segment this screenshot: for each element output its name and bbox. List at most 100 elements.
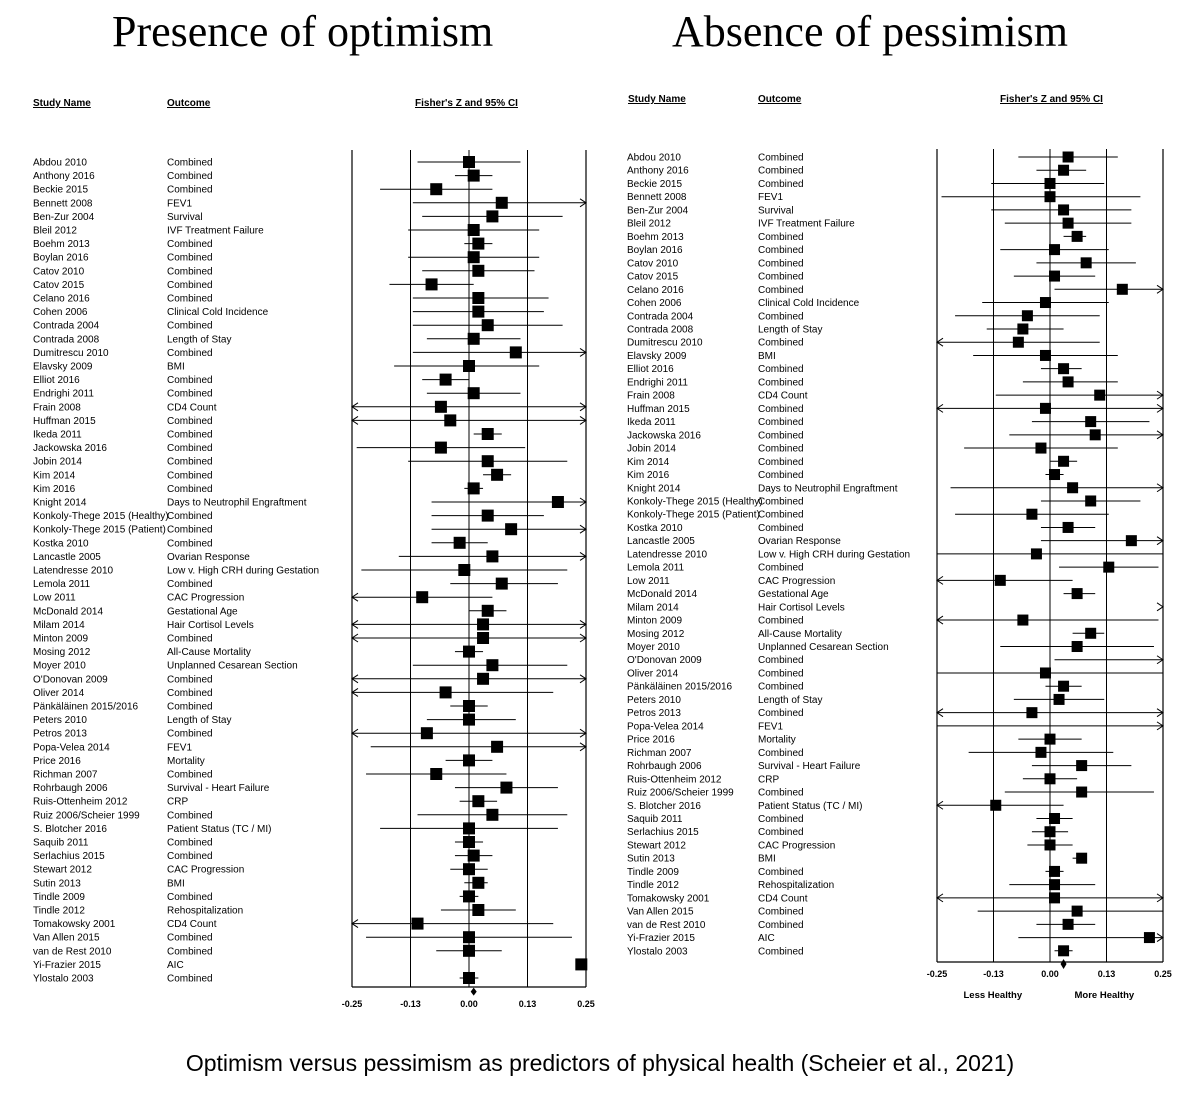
pessimism-study-name: S. Blotcher 2016 xyxy=(627,801,701,812)
pessimism-study-name: Ylostalo 2003 xyxy=(627,946,688,957)
pessimism-study-name: O'Donovan 2009 xyxy=(627,655,702,666)
optimism-study-outcome: Mortality xyxy=(167,756,205,767)
optimism-effect-marker xyxy=(472,292,485,304)
pessimism-effect-marker xyxy=(1076,760,1088,772)
optimism-study-name: Contrada 2004 xyxy=(33,321,100,332)
optimism-effect-marker xyxy=(444,414,457,427)
optimism-study-name: Rohrbaugh 2006 xyxy=(33,783,108,794)
optimism-effect-marker xyxy=(495,577,508,590)
pessimism-study-outcome: Combined xyxy=(758,258,804,269)
optimism-study-name: Low 2011 xyxy=(33,593,76,604)
optimism-ci-arrow-left xyxy=(351,402,359,412)
pessimism-ci-arrow-right xyxy=(1156,403,1164,413)
optimism-study-outcome: Combined xyxy=(167,294,213,305)
optimism-study-outcome: BMI xyxy=(167,362,185,373)
pessimism-effect-marker xyxy=(1021,310,1033,322)
pessimism-study-name: Boehm 2013 xyxy=(627,232,684,243)
pessimism-effect-marker xyxy=(1062,376,1074,388)
optimism-ci-arrow-right xyxy=(579,742,587,752)
optimism-study-name: Konkoly-Thege 2015 (Patient) xyxy=(33,525,166,536)
pessimism-study-outcome: BMI xyxy=(758,854,776,865)
pessimism-effect-marker xyxy=(1076,786,1088,798)
optimism-study-name: Cohen 2006 xyxy=(33,307,88,318)
optimism-study-outcome: BMI xyxy=(167,878,185,889)
optimism-study-name: Latendresse 2010 xyxy=(33,566,114,577)
pessimism-study-outcome: Combined xyxy=(758,814,804,825)
optimism-effect-marker xyxy=(481,428,494,440)
pessimism-effect-marker xyxy=(1044,733,1056,745)
optimism-ci-arrow-left xyxy=(351,728,359,738)
optimism-study-name: Pänkäläinen 2015/2016 xyxy=(33,702,139,713)
optimism-ci-arrow-left xyxy=(351,592,359,602)
pessimism-study-outcome: Combined xyxy=(758,338,804,349)
pessimism-study-name: Saquib 2011 xyxy=(627,814,683,825)
pessimism-effect-marker xyxy=(1039,349,1051,361)
pessimism-effect-marker xyxy=(1058,164,1070,176)
optimism-study-outcome: Combined xyxy=(167,253,213,264)
pessimism-study-name: Jackowska 2016 xyxy=(627,430,701,441)
optimism-study-outcome: Combined xyxy=(167,838,213,849)
figure-caption: Optimism versus pessimism as predictors … xyxy=(185,1050,1015,1076)
pessimism-study-outcome: CAC Progression xyxy=(758,576,835,587)
optimism-study-name: Popa-Velea 2014 xyxy=(33,742,110,753)
pessimism-study-outcome: Combined xyxy=(758,682,804,693)
pessimism-effect-marker xyxy=(1058,204,1070,216)
pessimism-effect-marker xyxy=(1062,521,1074,533)
optimism-study-name: Lancastle 2005 xyxy=(33,552,101,563)
optimism-study-outcome: IVF Treatment Failure xyxy=(167,226,264,237)
optimism-study-name: Sutin 2013 xyxy=(33,878,81,889)
optimism-study-name: S. Blotcher 2016 xyxy=(33,824,107,835)
optimism-study-name: Ruis-Ottenheim 2012 xyxy=(33,797,128,808)
pessimism-study-outcome: Combined xyxy=(758,510,804,521)
pessimism-tick-label: -0.13 xyxy=(983,969,1004,979)
optimism-effect-marker xyxy=(477,672,490,685)
pessimism-study-name: Ikeda 2011 xyxy=(627,417,676,428)
pessimism-effect-marker xyxy=(1035,442,1047,454)
optimism-study-outcome: Combined xyxy=(167,525,213,536)
pessimism-study-outcome: AIC xyxy=(758,933,775,944)
pessimism-study-name: Huffman 2015 xyxy=(627,404,690,415)
pessimism-study-name: Kim 2014 xyxy=(627,457,670,468)
pessimism-effect-marker xyxy=(1039,402,1051,414)
pessimism-study-name: Lemola 2011 xyxy=(627,563,685,574)
optimism-study-outcome: Combined xyxy=(167,974,213,985)
optimism-study-outcome: Length of Stay xyxy=(167,334,232,345)
optimism-study-name: Bennett 2008 xyxy=(33,198,93,209)
optimism-study-outcome: Combined xyxy=(167,946,213,957)
pessimism-effect-marker xyxy=(1085,495,1097,507)
optimism-study-name: Huffman 2015 xyxy=(33,416,96,427)
optimism-study-outcome: Survival xyxy=(167,212,203,223)
optimism-effect-marker xyxy=(439,686,452,699)
pessimism-study-name: Contrada 2004 xyxy=(627,311,694,322)
pessimism-study-name: Frain 2008 xyxy=(627,391,675,402)
optimism-ci-arrow-right xyxy=(579,198,587,208)
optimism-effect-marker xyxy=(500,781,513,794)
optimism-study-outcome: Combined xyxy=(167,702,213,713)
pessimism-study-outcome: CAC Progression xyxy=(758,840,835,851)
optimism-study-outcome: Unplanned Cesarean Section xyxy=(167,661,298,672)
optimism-study-name: Elliot 2016 xyxy=(33,375,80,386)
pessimism-footer-less-healthy: Less Healthy xyxy=(964,990,1023,1001)
pessimism-study-name: Lancastle 2005 xyxy=(627,536,695,547)
pessimism-ci-arrow-right xyxy=(1156,708,1164,718)
optimism-effect-marker xyxy=(463,972,475,984)
optimism-study-name: van de Rest 2010 xyxy=(33,946,112,957)
pessimism-study-name: Latendresse 2010 xyxy=(627,549,708,560)
left-study-header: Study Name xyxy=(33,98,91,109)
optimism-study-name: Konkoly-Thege 2015 (Healthy) xyxy=(33,511,169,522)
pessimism-effect-marker xyxy=(1071,905,1083,917)
pessimism-effect-marker xyxy=(1044,839,1056,851)
pessimism-study-outcome: Survival - Heart Failure xyxy=(758,761,861,772)
optimism-study-outcome: Patient Status (TC / MI) xyxy=(167,824,271,835)
pessimism-effect-marker xyxy=(1058,455,1070,467)
pessimism-study-outcome: Combined xyxy=(758,272,804,283)
optimism-effect-marker xyxy=(486,210,499,223)
optimism-effect-marker xyxy=(477,632,490,644)
pessimism-study-outcome: Patient Status (TC / MI) xyxy=(758,801,862,812)
pessimism-effect-marker xyxy=(1049,813,1061,824)
optimism-effect-marker xyxy=(463,931,475,944)
pessimism-effect-marker xyxy=(1030,548,1042,560)
optimism-effect-marker xyxy=(463,713,475,726)
optimism-study-name: Peters 2010 xyxy=(33,715,87,726)
pessimism-effect-marker xyxy=(1049,270,1061,282)
